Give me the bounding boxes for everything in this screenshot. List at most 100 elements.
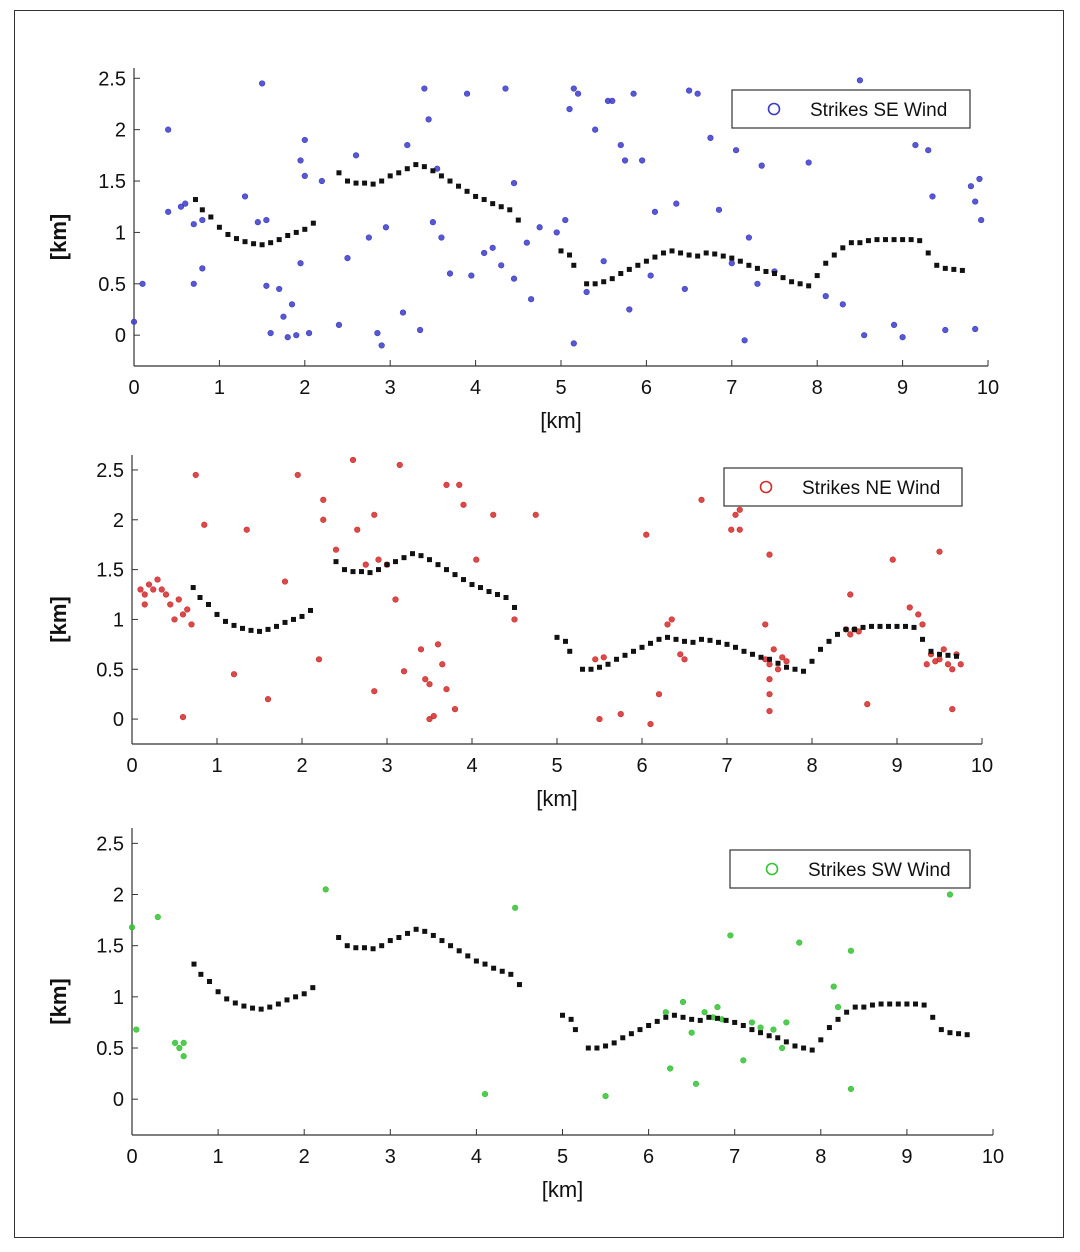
strike-point	[510, 275, 518, 282]
coastline-point	[741, 648, 747, 654]
y-tick-label: 2.5	[96, 833, 124, 855]
strike-point	[254, 219, 261, 226]
strike-point	[190, 221, 197, 228]
coastline-point	[456, 948, 462, 954]
coastline-point	[215, 989, 221, 995]
strike-point	[972, 198, 979, 205]
x-tick-label: 1	[213, 1146, 224, 1168]
coastline-point	[754, 265, 760, 271]
strike-point	[382, 224, 390, 231]
x-tick-label: 8	[815, 1146, 826, 1168]
coastline-point	[396, 934, 402, 940]
legend: Strikes SW Wind	[729, 849, 971, 889]
strike-point	[276, 285, 283, 293]
coastline-point	[831, 252, 837, 258]
coastline-point	[913, 1001, 919, 1007]
coastline-point	[809, 658, 815, 664]
legend-marker-icon	[759, 480, 773, 494]
coastline-point	[516, 982, 522, 988]
strike-point	[688, 1029, 695, 1036]
coastline-point	[639, 644, 645, 650]
coastline-point	[240, 625, 245, 631]
coastline-point	[336, 934, 342, 940]
strike-point	[830, 983, 837, 990]
coastline-point	[465, 953, 471, 959]
strike-point	[732, 511, 739, 518]
coastline-point	[835, 631, 840, 637]
strike-point	[335, 321, 343, 328]
coastline-point	[344, 943, 350, 949]
strike-point	[281, 578, 289, 585]
strike-point	[201, 521, 208, 528]
coastline-point	[491, 965, 497, 971]
y-tick-label: 1	[113, 609, 124, 631]
coastline-point	[934, 262, 940, 268]
x-tick-label: 0	[126, 1146, 137, 1168]
coastline-point	[486, 589, 492, 595]
strike-point	[332, 546, 340, 553]
coastline-point	[766, 1033, 772, 1039]
coastline-point	[620, 1035, 626, 1041]
y-tick-label: 0.5	[98, 274, 126, 296]
coastline-point	[928, 648, 934, 654]
coastline-point	[353, 180, 359, 186]
y-tick-label: 1.5	[96, 560, 124, 582]
coastline-point	[903, 623, 908, 629]
coastline-point	[733, 644, 738, 650]
y-axis-title: [km]	[46, 214, 71, 260]
coastline-point	[930, 1014, 936, 1020]
strike-point	[741, 337, 748, 344]
coastline-point	[265, 626, 271, 632]
coastline-point	[887, 1001, 893, 1007]
coastline-point	[860, 624, 866, 630]
strike-point	[371, 688, 378, 695]
strike-point	[707, 134, 714, 141]
strike-point	[141, 601, 148, 608]
coastline-point	[452, 572, 458, 578]
strike-point	[354, 526, 361, 533]
coastline-point	[405, 930, 411, 936]
coastline-point	[435, 562, 441, 568]
strike-point	[352, 152, 360, 159]
coastline-point	[275, 1001, 281, 1007]
coastline-point	[699, 636, 704, 642]
strike-point	[139, 280, 146, 287]
chart-panel-sw: 0 1 2 3 4 5 6 7 8 9 10 0 0.5 1 1.5 2 2.5 [km] [km] Strikes …	[46, 828, 1004, 1202]
coastline-point	[622, 652, 628, 658]
x-tick-label: 3	[385, 1146, 396, 1168]
strike-point	[301, 136, 308, 144]
strike-point	[978, 216, 985, 224]
coastline-point	[695, 253, 701, 259]
coastline-point	[723, 1017, 729, 1023]
coastline-point	[750, 651, 755, 657]
strike-point	[655, 691, 663, 698]
strike-point	[736, 526, 743, 533]
strike-point	[847, 1085, 855, 1093]
coastline-point	[660, 250, 666, 256]
coastline-point	[886, 623, 891, 629]
coastline-point	[342, 567, 347, 573]
strike-point	[421, 85, 428, 92]
legend-label: Strikes SW Wind	[808, 860, 951, 881]
coastline-point	[895, 1001, 901, 1007]
strike-point	[481, 249, 488, 257]
coastline-point	[749, 1027, 755, 1033]
strike-point	[727, 932, 734, 939]
coastline-point	[512, 604, 517, 610]
strike-point	[694, 90, 701, 97]
coastline-point	[848, 240, 854, 246]
strike-point	[906, 604, 913, 611]
strike-point	[783, 1019, 790, 1026]
coastline-point	[507, 207, 513, 213]
coastline-point	[883, 237, 889, 243]
strike-point	[770, 1026, 777, 1033]
coastline-point	[223, 618, 228, 624]
strike-point	[473, 556, 480, 563]
strike-point	[230, 671, 238, 678]
strike-point	[263, 282, 270, 289]
strike-point	[512, 904, 519, 911]
strike-point	[929, 193, 936, 200]
coastline-point	[563, 638, 568, 644]
strike-point	[430, 712, 437, 720]
coastline-point	[558, 248, 564, 254]
